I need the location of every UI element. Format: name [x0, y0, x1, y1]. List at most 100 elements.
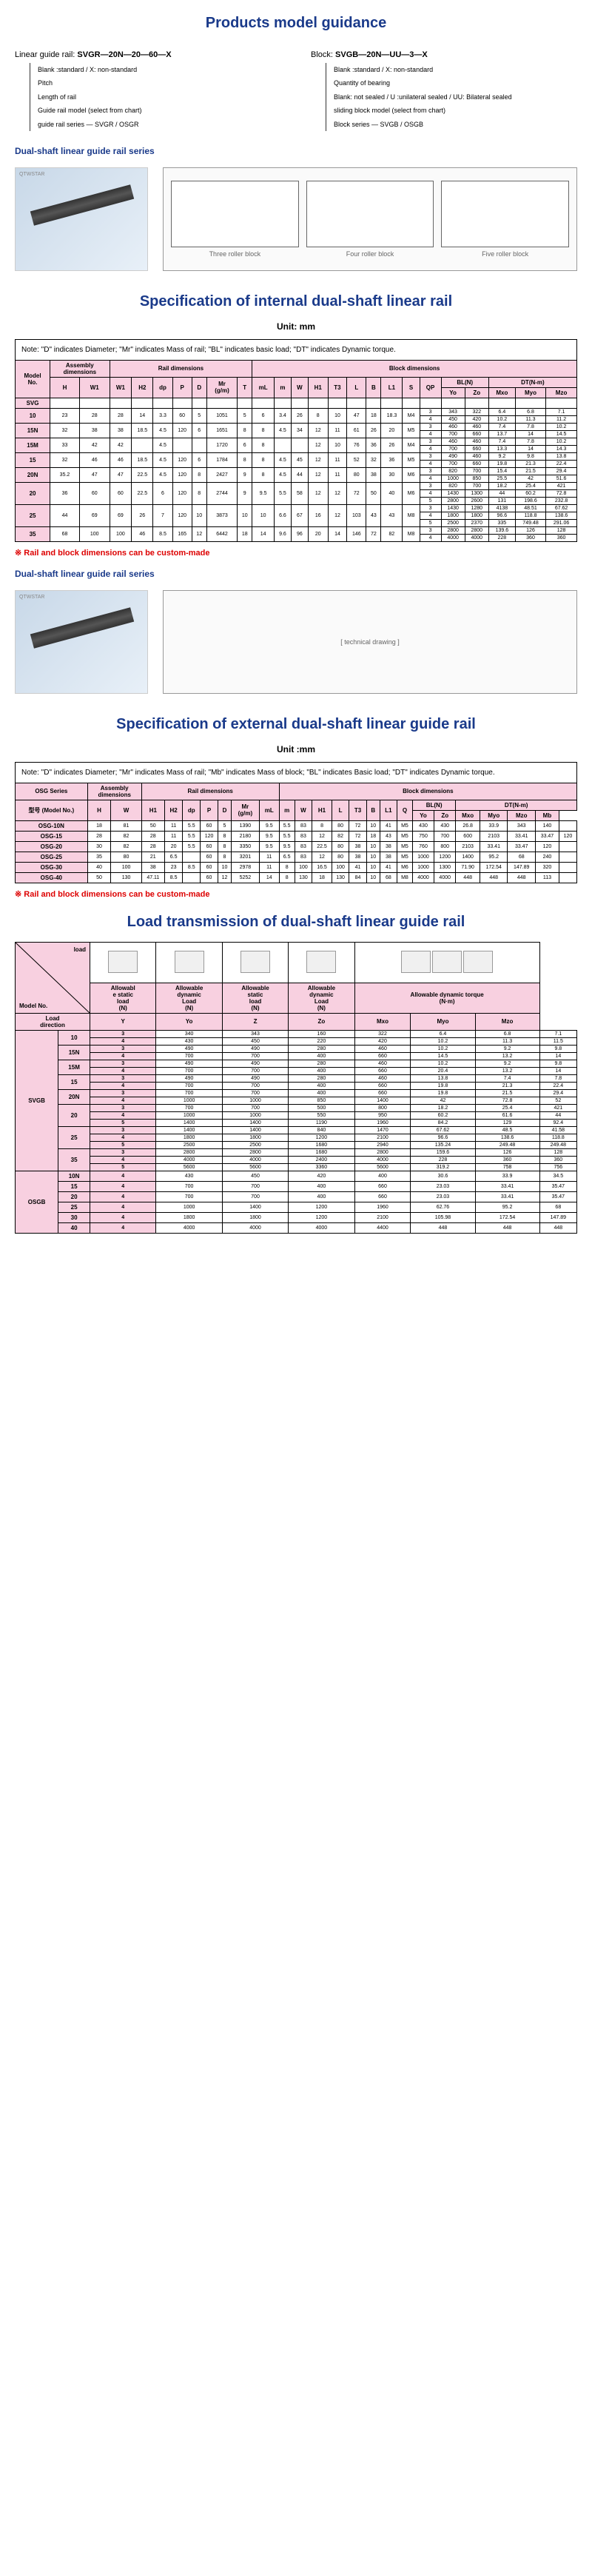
- block-guidance-item: Blank :standard / X: non-standard: [334, 63, 577, 76]
- table-row: 20370070050080018.225.4421: [16, 1104, 577, 1111]
- block-guidance-item: Quantity of bearing: [334, 76, 577, 90]
- table-row: 10232828143.36051051563.426810471818.3M4…: [16, 408, 577, 415]
- model-cell: 15: [16, 452, 50, 467]
- model-cell: OSG-25: [16, 852, 88, 862]
- table-row: OSGB10N443045042040030.633.934.5: [16, 1171, 577, 1181]
- model-cell: OSG-15: [16, 831, 88, 841]
- model-cell: 20: [58, 1104, 90, 1126]
- external-spec-table: Note: "D" indicates Diameter; "Mr" indic…: [15, 762, 577, 883]
- model-cell: 25: [16, 504, 50, 526]
- dual-series-2: Dual-shaft linear guide rail series: [15, 569, 592, 579]
- model-cell: 35: [58, 1148, 90, 1171]
- table-row: 41000100085014004272.852: [16, 1097, 577, 1104]
- load-table: load Model No. Allowable staticload(N) A…: [15, 942, 577, 1234]
- internal-spec-title: Specification of internal dual-shaft lin…: [0, 293, 592, 310]
- table-row: 443045022042010.211.311.5: [16, 1037, 577, 1045]
- block-label: Block:: [311, 50, 333, 59]
- roller-label-5: Five roller block: [482, 250, 528, 258]
- table-row: 52500250016802940135.24249.48249.48: [16, 1141, 577, 1148]
- table-row: 5140014001190196084.212992.4: [16, 1119, 577, 1126]
- table-row: 2544696926712010387310106.66716121034343…: [16, 504, 577, 512]
- table-row: SVGB1033403431603226.46.87.1: [16, 1030, 577, 1037]
- block-guidance: Block: SVGB—20N—UU—3—X Blank :standard /…: [311, 50, 577, 131]
- table-row: OSG-405013047.118.5601252521481301813084…: [16, 872, 577, 883]
- rail-guidance-item: guide rail series — SVGR / OSGR: [38, 118, 281, 131]
- table-row: OSG-10N188150115.560513909.55.5838807210…: [16, 820, 577, 831]
- custom-note-2: ※ Rail and block dimensions can be custo…: [15, 889, 592, 899]
- table-row: 470070040066019.821.322.4: [16, 1082, 577, 1089]
- table-row: OSG-253580216.56083201116.5831280381038M…: [16, 852, 577, 862]
- table-row: 20N370070040066019.821.529.4: [16, 1089, 577, 1097]
- model-cell: 15: [58, 1181, 90, 1191]
- block-guidance-item: Blank: not sealed / U :unilateral sealed…: [334, 90, 577, 104]
- guidance-section: Linear guide rail: SVGR—20N—20—60—X Blan…: [0, 43, 592, 138]
- model-cell: 40: [58, 1222, 90, 1233]
- model-cell: OSG-20: [16, 841, 88, 852]
- load-title: Load transmission of dual-shaft linear g…: [0, 914, 592, 931]
- table-row: 15470070040066023.0333.4135.47: [16, 1181, 577, 1191]
- ext-model-header: 型号 (Model No.): [16, 800, 88, 820]
- model-cell: 20: [16, 482, 50, 504]
- table-row: 15N349049028046010.29.29.8: [16, 1045, 577, 1052]
- rail-guidance-item: Length of rail: [38, 90, 281, 104]
- model-cell: 10: [16, 408, 50, 423]
- table-row: 15349049028046013.87.47.8: [16, 1074, 577, 1082]
- model-cell: 20N: [58, 1089, 90, 1104]
- model-cell: OSG-40: [16, 872, 88, 883]
- col-block: Block dimensions: [252, 360, 577, 377]
- model-cell: 20: [58, 1191, 90, 1202]
- series-cell: OSGB: [16, 1171, 58, 1233]
- table-row: 3532800280016802800159.6126128: [16, 1148, 577, 1156]
- table-row: 470070040066020.413.214: [16, 1067, 577, 1074]
- table-row: 55600560033605600319.2758756: [16, 1163, 577, 1171]
- table-row: OSG-304010038238.56010297811810016.51004…: [16, 862, 577, 872]
- internal-note: Note: "D" indicates Diameter; "Mr" indic…: [16, 339, 577, 360]
- block-guidance-item: Block series — SVGB / OSGB: [334, 118, 577, 131]
- roller-diagrams: Three roller block Four roller block Fiv…: [163, 167, 577, 271]
- load-direction-header: Loaddirection: [16, 1013, 90, 1030]
- table-row: OSG-20308228205.560833509.59.58322.58038…: [16, 841, 577, 852]
- osg-series: OSG Series: [16, 783, 88, 800]
- table-row: 1532464618.54.512061784884.5451211523236…: [16, 452, 577, 460]
- table-row: OSG-15288228115.5120821809.55.5831282721…: [16, 831, 577, 841]
- model-cell: 35: [16, 526, 50, 541]
- series-cell: SVGB: [16, 1030, 58, 1171]
- table-row: 3568100100468.516512644218149.6962014146…: [16, 526, 577, 534]
- table-row: 4180018001200210096.6138.6118.8: [16, 1134, 577, 1141]
- custom-note-1: ※ Rail and block dimensions can be custo…: [15, 548, 592, 558]
- model-cell: 15N: [16, 423, 50, 438]
- rail-label: Linear guide rail:: [15, 50, 75, 59]
- roller-label-3: Three roller block: [209, 250, 261, 258]
- table-row: 2036606022.561208274499.55.5581212725040…: [16, 482, 577, 489]
- external-diagram: [ technical drawing ]: [163, 590, 577, 694]
- table-row: 20N35.2474722.54.512082427984.5441211803…: [16, 467, 577, 475]
- table-row: 15M349049028046010.29.29.8: [16, 1060, 577, 1067]
- guidance-title: Products model guidance: [0, 15, 592, 32]
- table-row: 4044000400040004400448448448: [16, 1222, 577, 1233]
- external-note: Note: "D" indicates Diameter; "Mr" indic…: [16, 762, 577, 783]
- unit-1: Unit: mm: [0, 321, 592, 332]
- model-cell: 15M: [16, 438, 50, 452]
- external-spec-title: Specification of external dual-shaft lin…: [0, 716, 592, 733]
- rail-guidance: Linear guide rail: SVGR—20N—20—60—X Blan…: [15, 50, 281, 131]
- table-row: 20470070040066023.0333.4135.47: [16, 1191, 577, 1202]
- model-cell: 15N: [58, 1045, 90, 1060]
- unit-2: Unit :mm: [0, 744, 592, 755]
- col-assembly: Assemblydimensions: [50, 360, 110, 377]
- table-row: 15M3342424.51720681210763626M434604607.4…: [16, 438, 577, 445]
- product-photo-2: QTWSTAR: [15, 590, 148, 694]
- roller-label-4: Four roller block: [346, 250, 394, 258]
- block-code: SVGB—20N—UU—3—X: [335, 50, 428, 59]
- model-cell: 15M: [58, 1060, 90, 1074]
- table-row: 3041800180012002100105.98172.54147.89: [16, 1212, 577, 1222]
- block-guidance-item: sliding block model (select from chart): [334, 104, 577, 117]
- col-rail: Rail dimensions: [110, 360, 252, 377]
- table-row: 44000400024004000228360360: [16, 1156, 577, 1163]
- model-cell: OSG-30: [16, 862, 88, 872]
- model-cell: OSG-10N: [16, 820, 88, 831]
- series-cell: SVG: [16, 398, 50, 408]
- rail-code: SVGR—20N—20—60—X: [77, 50, 171, 59]
- model-cell: 30: [58, 1212, 90, 1222]
- rail-guidance-item: Pitch: [38, 76, 281, 90]
- table-row: 254100014001200196062.7695.268: [16, 1202, 577, 1212]
